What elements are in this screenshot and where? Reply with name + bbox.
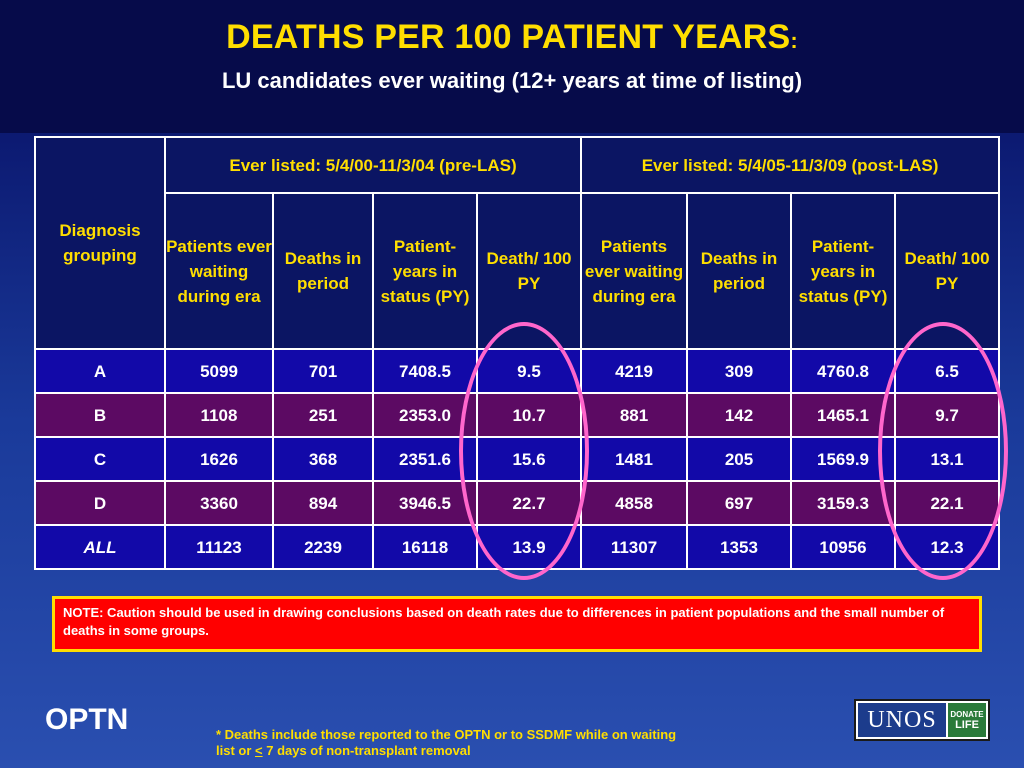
footnote-line-1: * Deaths include those reported to the O…: [216, 727, 677, 742]
table-cell: 10956: [790, 524, 896, 570]
table-cell: 2239: [272, 524, 374, 570]
table-cell: 142: [686, 392, 792, 438]
table-cell: 16118: [372, 524, 478, 570]
table-cell: 4219: [580, 348, 688, 394]
rate-cell: 6.5: [893, 348, 1001, 394]
table-cell: 1465.1: [790, 392, 896, 438]
col-header-rate-pre: Death/ 100 PY: [476, 192, 582, 350]
table-cell: 205: [686, 436, 792, 482]
table-cell: 1626: [164, 436, 274, 482]
unos-donate-life-logo: UNOS DONATE LIFE: [854, 699, 990, 741]
rate-cell: 9.7: [893, 392, 1001, 438]
group-header-pre-las: Ever listed: 5/4/00-11/3/04 (pre-LAS): [164, 136, 582, 194]
table-cell: 1108: [164, 392, 274, 438]
col-header-patients-pre: Patients ever waiting during era: [164, 192, 274, 350]
table-row-b: B 1108 251 2353.0 10.7 881 142 1465.1 9.…: [34, 392, 1001, 438]
rate-cell: 13.9: [476, 524, 582, 570]
table-cell: 1569.9: [790, 436, 896, 482]
col-header-py-post: Patient-years in status (PY): [790, 192, 896, 350]
rate-cell: 22.7: [476, 480, 582, 526]
data-table-container: Diagnosis grouping Ever listed: 5/4/00-1…: [34, 136, 1001, 570]
rate-cell: 9.5: [476, 348, 582, 394]
row-label: A: [34, 348, 166, 394]
table-cell: 11123: [164, 524, 274, 570]
table-row-c: C 1626 368 2351.6 15.6 1481 205 1569.9 1…: [34, 436, 1001, 482]
title-colon: :: [790, 28, 798, 53]
rate-cell: 10.7: [476, 392, 582, 438]
footnote-line-2: list or < 7 days of non-transplant remov…: [216, 743, 676, 759]
donate-life-badge-line-2: LIFE: [955, 718, 979, 731]
table-cell: 5099: [164, 348, 274, 394]
title-main: DEATHS PER 100 PATIENT YEARS: [226, 18, 791, 56]
rate-cell: 13.1: [893, 436, 1001, 482]
col-header-deaths-pre: Deaths in period: [272, 192, 374, 350]
row-label: C: [34, 436, 166, 482]
table-cell: 894: [272, 480, 374, 526]
table-cell: 368: [272, 436, 374, 482]
row-label: ALL: [34, 524, 166, 570]
unos-logo-text: UNOS: [858, 703, 946, 737]
donate-life-badge: DONATE LIFE: [948, 703, 986, 737]
table-cell: 1353: [686, 524, 792, 570]
optn-logo: OPTN: [45, 703, 129, 736]
rate-cell: 12.3: [893, 524, 1001, 570]
rate-cell: 22.1: [893, 480, 1001, 526]
table-cell: 697: [686, 480, 792, 526]
table-cell: 3360: [164, 480, 274, 526]
death-rate-table: Diagnosis grouping Ever listed: 5/4/00-1…: [34, 136, 1001, 570]
col-header-py-pre: Patient-years in status (PY): [372, 192, 478, 350]
rate-cell: 15.6: [476, 436, 582, 482]
row-label: B: [34, 392, 166, 438]
slide-subtitle: LU candidates ever waiting (12+ years at…: [221, 68, 803, 93]
table-cell: 309: [686, 348, 792, 394]
table-cell: 1481: [580, 436, 688, 482]
table-cell: 2351.6: [372, 436, 478, 482]
donate-life-badge-line-1: DONATE: [950, 709, 984, 719]
table-cell: 3946.5: [372, 480, 478, 526]
table-cell: 3159.3: [790, 480, 896, 526]
table-cell: 11307: [580, 524, 688, 570]
col-header-rate-post: Death/ 100 PY: [893, 192, 1001, 350]
caution-note: NOTE: Caution should be used in drawing …: [52, 596, 982, 652]
table-row-d: D 3360 894 3946.5 22.7 4858 697 3159.3 2…: [34, 480, 1001, 526]
slide-title: DEATHS PER 100 PATIENT YEARS:: [0, 18, 1024, 57]
table-cell: 7408.5: [372, 348, 478, 394]
table-cell: 881: [580, 392, 688, 438]
table-cell: 701: [272, 348, 374, 394]
group-header-post-las: Ever listed: 5/4/05-11/3/09 (post-LAS): [579, 136, 1001, 194]
footnote-line-2-end: 7 days of non-transplant removal: [262, 743, 471, 758]
less-or-equal-symbol: <: [255, 743, 263, 758]
deaths-footnote: * Deaths include those reported to the O…: [216, 727, 676, 759]
table-cell: 4760.8: [790, 348, 896, 394]
col-header-deaths-post: Deaths in period: [686, 192, 792, 350]
table-cell: 251: [272, 392, 374, 438]
title-band: [0, 0, 1024, 133]
diagnosis-header: Diagnosis grouping: [34, 136, 166, 350]
table-row-all: ALL 11123 2239 16118 13.9 11307 1353 109…: [34, 524, 1001, 570]
col-header-patients-post: Patients ever waiting during era: [580, 192, 688, 350]
row-label: D: [34, 480, 166, 526]
footnote-line-2-start: list or: [216, 743, 256, 758]
table-cell: 2353.0: [372, 392, 478, 438]
table-cell: 4858: [580, 480, 688, 526]
table-row-a: A 5099 701 7408.5 9.5 4219 309 4760.8 6.…: [34, 348, 1001, 394]
